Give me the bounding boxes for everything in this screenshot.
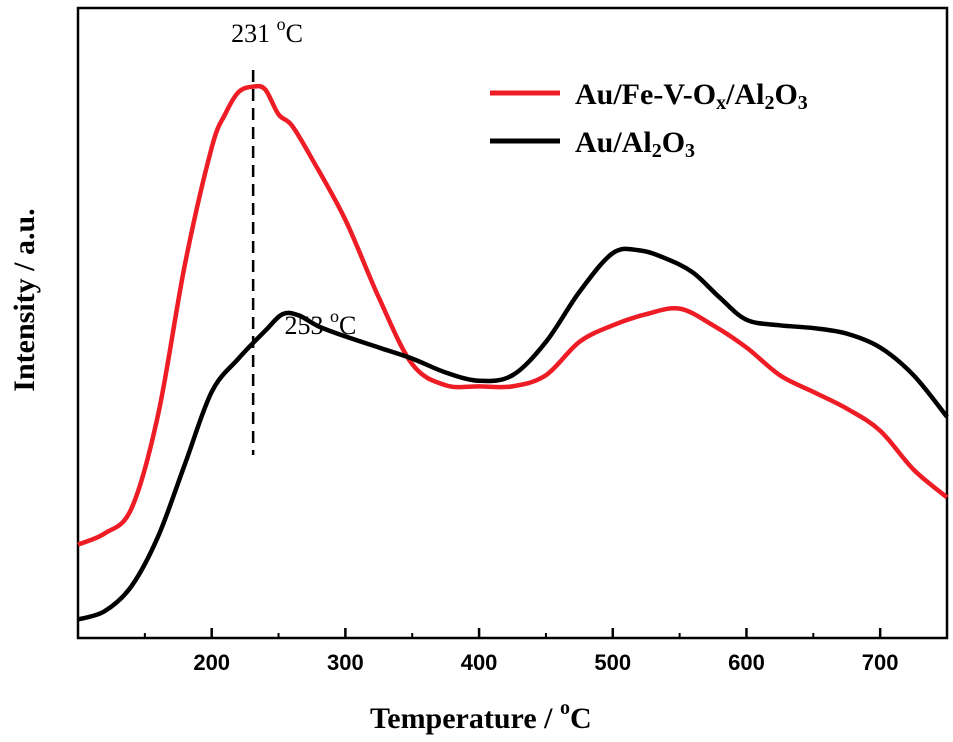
x-tick-label-300: 300 <box>327 650 364 675</box>
x-tick-label-500: 500 <box>594 650 631 675</box>
plot-frame <box>76 6 949 640</box>
x-tick-label-200: 200 <box>193 650 230 675</box>
peak-annotation-231: 231 oC <box>231 14 303 48</box>
x-tick-label-700: 700 <box>862 650 899 675</box>
legend-label-au-al2o3: Au/Al2O3 <box>575 126 695 162</box>
series-line-1 <box>77 246 949 622</box>
legend-label-au-fe-v-ox: Au/Fe-V-Ox/Al2O3 <box>575 78 808 114</box>
peak-annotation-253: 253 oC <box>285 306 357 340</box>
series-line-0 <box>77 83 949 547</box>
x-axis-label: Temperature / oC <box>370 697 592 735</box>
legend: Au/Fe-V-Ox/Al2O3 Au/Al2O3 <box>490 78 808 162</box>
x-axis-ticks: 200 300 400 500 600 700 <box>143 628 948 675</box>
x-tick-label-600: 600 <box>728 650 765 675</box>
x-tick-label-400: 400 <box>461 650 498 675</box>
series-group <box>77 83 949 622</box>
y-axis-label: Intensity / a.u. <box>8 208 41 391</box>
